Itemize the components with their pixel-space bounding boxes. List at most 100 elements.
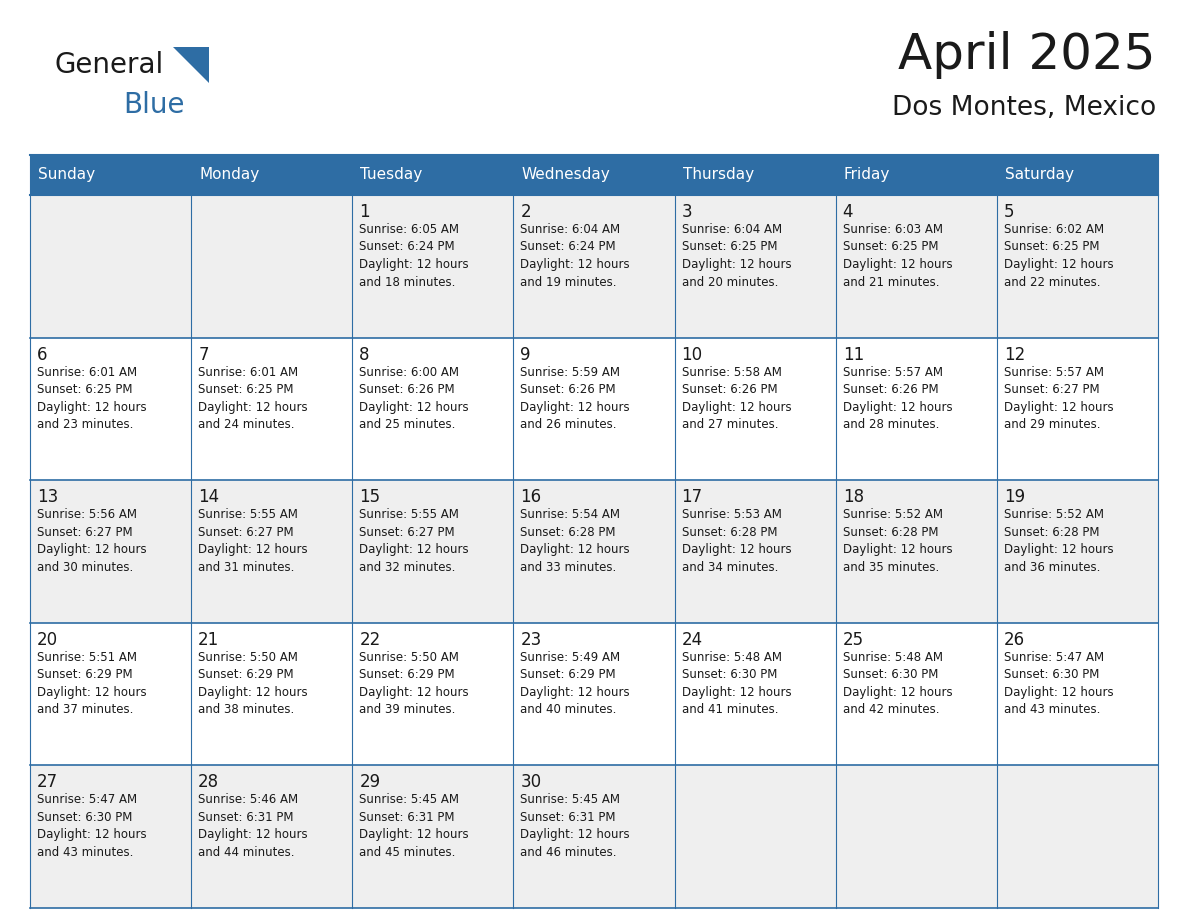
Bar — [191, 480, 353, 622]
Text: 30: 30 — [520, 773, 542, 791]
Bar — [191, 195, 353, 338]
Text: Sunrise: 5:57 AM
Sunset: 6:26 PM
Daylight: 12 hours
and 28 minutes.: Sunrise: 5:57 AM Sunset: 6:26 PM Dayligh… — [842, 365, 953, 431]
Text: 1: 1 — [359, 203, 369, 221]
Text: Sunrise: 5:49 AM
Sunset: 6:29 PM
Daylight: 12 hours
and 40 minutes.: Sunrise: 5:49 AM Sunset: 6:29 PM Dayligh… — [520, 651, 630, 716]
Text: Sunrise: 5:45 AM
Sunset: 6:31 PM
Daylight: 12 hours
and 45 minutes.: Sunrise: 5:45 AM Sunset: 6:31 PM Dayligh… — [359, 793, 469, 859]
Text: Sunrise: 6:00 AM
Sunset: 6:26 PM
Daylight: 12 hours
and 25 minutes.: Sunrise: 6:00 AM Sunset: 6:26 PM Dayligh… — [359, 365, 469, 431]
Text: April 2025: April 2025 — [898, 31, 1156, 79]
Bar — [30, 622, 191, 766]
Text: Sunrise: 5:52 AM
Sunset: 6:28 PM
Daylight: 12 hours
and 35 minutes.: Sunrise: 5:52 AM Sunset: 6:28 PM Dayligh… — [842, 509, 953, 574]
Text: Sunrise: 6:04 AM
Sunset: 6:24 PM
Daylight: 12 hours
and 19 minutes.: Sunrise: 6:04 AM Sunset: 6:24 PM Dayligh… — [520, 223, 630, 288]
Text: Sunrise: 5:45 AM
Sunset: 6:31 PM
Daylight: 12 hours
and 46 minutes.: Sunrise: 5:45 AM Sunset: 6:31 PM Dayligh… — [520, 793, 630, 859]
Text: 24: 24 — [682, 631, 702, 649]
Bar — [997, 338, 1158, 480]
Bar — [353, 622, 513, 766]
Text: Sunrise: 5:53 AM
Sunset: 6:28 PM
Daylight: 12 hours
and 34 minutes.: Sunrise: 5:53 AM Sunset: 6:28 PM Dayligh… — [682, 509, 791, 574]
Text: Saturday: Saturday — [1005, 167, 1074, 183]
Bar — [997, 195, 1158, 338]
Bar — [835, 338, 997, 480]
Text: Tuesday: Tuesday — [360, 167, 423, 183]
Bar — [835, 766, 997, 908]
Text: Friday: Friday — [843, 167, 890, 183]
Bar — [191, 155, 353, 195]
Text: Sunrise: 5:58 AM
Sunset: 6:26 PM
Daylight: 12 hours
and 27 minutes.: Sunrise: 5:58 AM Sunset: 6:26 PM Dayligh… — [682, 365, 791, 431]
Text: Sunrise: 5:46 AM
Sunset: 6:31 PM
Daylight: 12 hours
and 44 minutes.: Sunrise: 5:46 AM Sunset: 6:31 PM Dayligh… — [198, 793, 308, 859]
Text: 13: 13 — [37, 488, 58, 506]
Bar — [353, 480, 513, 622]
Bar — [997, 480, 1158, 622]
Bar — [30, 195, 191, 338]
Bar — [675, 766, 835, 908]
Bar — [191, 622, 353, 766]
Bar — [30, 338, 191, 480]
Text: 28: 28 — [198, 773, 220, 791]
Bar — [191, 766, 353, 908]
Bar — [30, 480, 191, 622]
Text: 7: 7 — [198, 345, 209, 364]
Text: Sunrise: 6:05 AM
Sunset: 6:24 PM
Daylight: 12 hours
and 18 minutes.: Sunrise: 6:05 AM Sunset: 6:24 PM Dayligh… — [359, 223, 469, 288]
Bar — [513, 622, 675, 766]
Text: 11: 11 — [842, 345, 864, 364]
Text: Sunrise: 5:48 AM
Sunset: 6:30 PM
Daylight: 12 hours
and 42 minutes.: Sunrise: 5:48 AM Sunset: 6:30 PM Dayligh… — [842, 651, 953, 716]
Text: Sunrise: 5:51 AM
Sunset: 6:29 PM
Daylight: 12 hours
and 37 minutes.: Sunrise: 5:51 AM Sunset: 6:29 PM Dayligh… — [37, 651, 146, 716]
Text: 10: 10 — [682, 345, 702, 364]
Bar — [835, 622, 997, 766]
Bar — [997, 622, 1158, 766]
Text: Sunrise: 5:50 AM
Sunset: 6:29 PM
Daylight: 12 hours
and 38 minutes.: Sunrise: 5:50 AM Sunset: 6:29 PM Dayligh… — [198, 651, 308, 716]
Text: Sunrise: 5:59 AM
Sunset: 6:26 PM
Daylight: 12 hours
and 26 minutes.: Sunrise: 5:59 AM Sunset: 6:26 PM Dayligh… — [520, 365, 630, 431]
Bar — [353, 338, 513, 480]
Bar — [997, 766, 1158, 908]
Text: General: General — [55, 64, 61, 65]
Text: 26: 26 — [1004, 631, 1025, 649]
Text: Sunrise: 6:02 AM
Sunset: 6:25 PM
Daylight: 12 hours
and 22 minutes.: Sunrise: 6:02 AM Sunset: 6:25 PM Dayligh… — [1004, 223, 1113, 288]
Bar — [513, 480, 675, 622]
Text: Sunrise: 5:52 AM
Sunset: 6:28 PM
Daylight: 12 hours
and 36 minutes.: Sunrise: 5:52 AM Sunset: 6:28 PM Dayligh… — [1004, 509, 1113, 574]
Bar — [191, 338, 353, 480]
Text: 18: 18 — [842, 488, 864, 506]
Bar — [513, 155, 675, 195]
Text: 6: 6 — [37, 345, 48, 364]
Bar — [513, 195, 675, 338]
Text: 23: 23 — [520, 631, 542, 649]
Text: 4: 4 — [842, 203, 853, 221]
Text: Sunrise: 5:47 AM
Sunset: 6:30 PM
Daylight: 12 hours
and 43 minutes.: Sunrise: 5:47 AM Sunset: 6:30 PM Dayligh… — [1004, 651, 1113, 716]
Text: Thursday: Thursday — [683, 167, 753, 183]
Text: Sunrise: 5:54 AM
Sunset: 6:28 PM
Daylight: 12 hours
and 33 minutes.: Sunrise: 5:54 AM Sunset: 6:28 PM Dayligh… — [520, 509, 630, 574]
Bar — [675, 155, 835, 195]
Bar — [513, 766, 675, 908]
Text: 25: 25 — [842, 631, 864, 649]
Bar — [353, 766, 513, 908]
Bar — [353, 195, 513, 338]
Text: 17: 17 — [682, 488, 702, 506]
Bar — [835, 480, 997, 622]
Text: Sunrise: 5:56 AM
Sunset: 6:27 PM
Daylight: 12 hours
and 30 minutes.: Sunrise: 5:56 AM Sunset: 6:27 PM Dayligh… — [37, 509, 146, 574]
Text: Wednesday: Wednesday — [522, 167, 611, 183]
Text: Sunrise: 6:01 AM
Sunset: 6:25 PM
Daylight: 12 hours
and 24 minutes.: Sunrise: 6:01 AM Sunset: 6:25 PM Dayligh… — [198, 365, 308, 431]
Text: Sunrise: 6:04 AM
Sunset: 6:25 PM
Daylight: 12 hours
and 20 minutes.: Sunrise: 6:04 AM Sunset: 6:25 PM Dayligh… — [682, 223, 791, 288]
Text: Sunrise: 5:50 AM
Sunset: 6:29 PM
Daylight: 12 hours
and 39 minutes.: Sunrise: 5:50 AM Sunset: 6:29 PM Dayligh… — [359, 651, 469, 716]
Text: 29: 29 — [359, 773, 380, 791]
Bar — [30, 766, 191, 908]
Text: 5: 5 — [1004, 203, 1015, 221]
Text: Sunrise: 5:55 AM
Sunset: 6:27 PM
Daylight: 12 hours
and 31 minutes.: Sunrise: 5:55 AM Sunset: 6:27 PM Dayligh… — [198, 509, 308, 574]
Text: 9: 9 — [520, 345, 531, 364]
Text: Sunrise: 5:47 AM
Sunset: 6:30 PM
Daylight: 12 hours
and 43 minutes.: Sunrise: 5:47 AM Sunset: 6:30 PM Dayligh… — [37, 793, 146, 859]
Text: 12: 12 — [1004, 345, 1025, 364]
Text: 20: 20 — [37, 631, 58, 649]
Text: Sunday: Sunday — [38, 167, 95, 183]
Text: Sunrise: 5:57 AM
Sunset: 6:27 PM
Daylight: 12 hours
and 29 minutes.: Sunrise: 5:57 AM Sunset: 6:27 PM Dayligh… — [1004, 365, 1113, 431]
Bar — [675, 195, 835, 338]
Text: Sunrise: 6:03 AM
Sunset: 6:25 PM
Daylight: 12 hours
and 21 minutes.: Sunrise: 6:03 AM Sunset: 6:25 PM Dayligh… — [842, 223, 953, 288]
Bar — [675, 622, 835, 766]
Text: 3: 3 — [682, 203, 693, 221]
Bar — [675, 338, 835, 480]
Polygon shape — [173, 47, 209, 83]
Bar — [835, 195, 997, 338]
Text: Sunrise: 5:55 AM
Sunset: 6:27 PM
Daylight: 12 hours
and 32 minutes.: Sunrise: 5:55 AM Sunset: 6:27 PM Dayligh… — [359, 509, 469, 574]
Text: 27: 27 — [37, 773, 58, 791]
Bar — [835, 155, 997, 195]
Text: Dos Montes, Mexico: Dos Montes, Mexico — [892, 95, 1156, 121]
Bar — [997, 155, 1158, 195]
Bar — [30, 155, 191, 195]
Text: Sunrise: 5:48 AM
Sunset: 6:30 PM
Daylight: 12 hours
and 41 minutes.: Sunrise: 5:48 AM Sunset: 6:30 PM Dayligh… — [682, 651, 791, 716]
